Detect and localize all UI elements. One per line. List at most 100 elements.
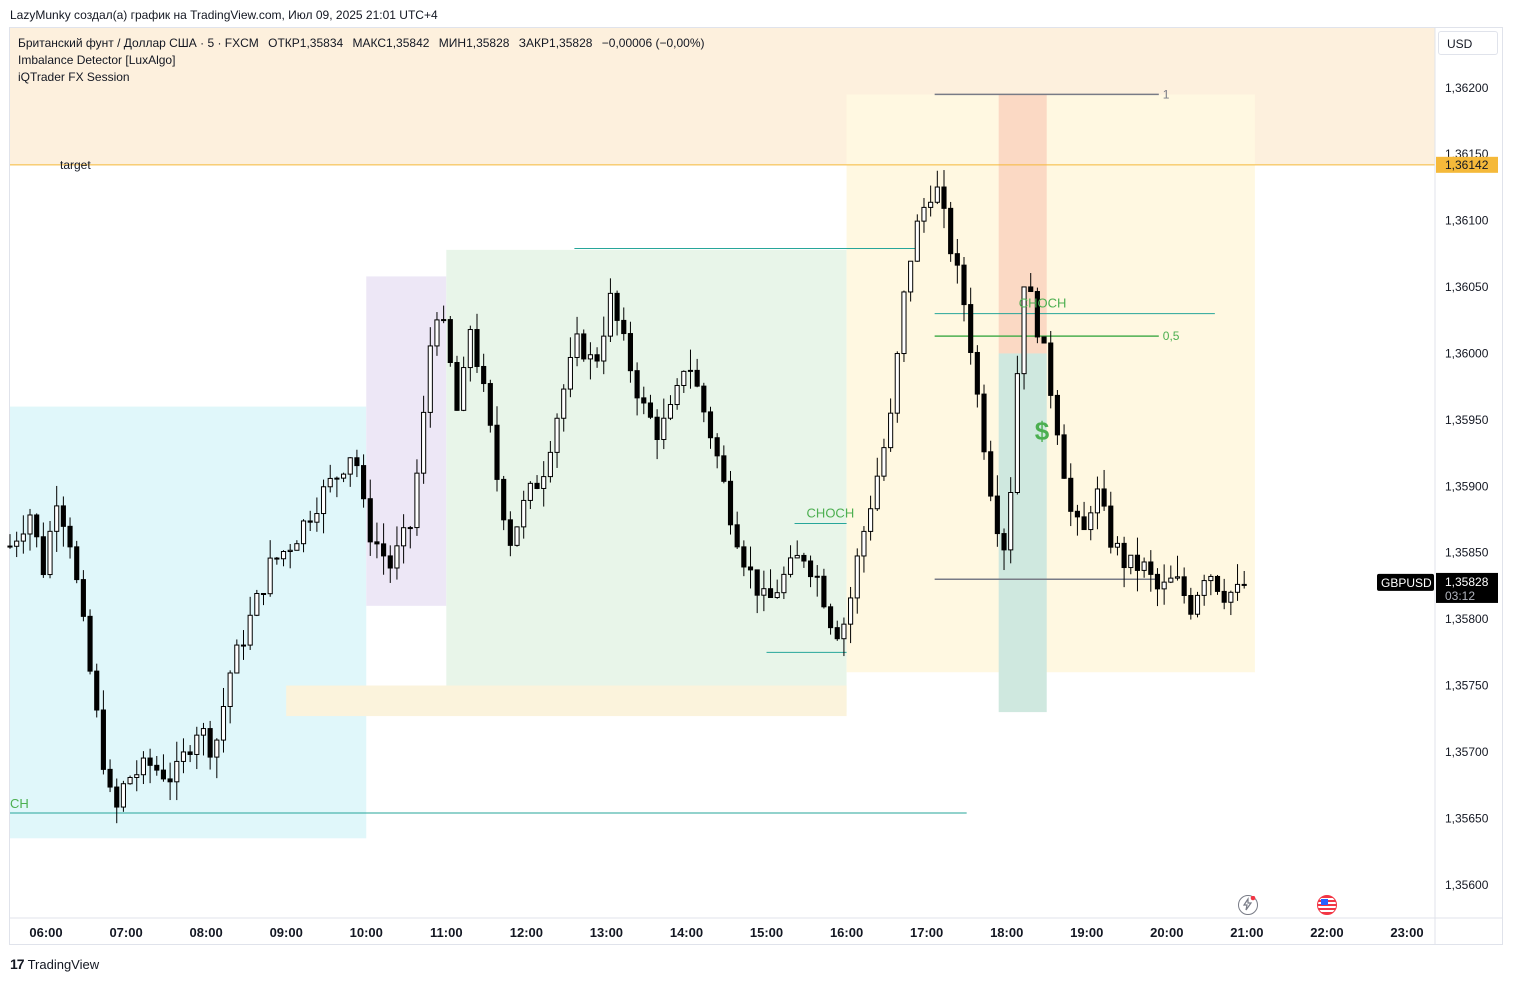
candle-76: [514, 526, 520, 547]
time-tick-3: 09:00: [270, 925, 303, 940]
time-tick-14: 20:00: [1150, 925, 1183, 940]
candle-143: [961, 256, 967, 322]
candle-body: [968, 304, 974, 353]
time-tick-0: 06:00: [29, 925, 62, 940]
candle-183: [1228, 590, 1234, 616]
candle-body: [447, 319, 453, 364]
chart-frame: [9, 27, 1503, 945]
candle-body: [354, 457, 360, 467]
candle-body: [507, 519, 513, 546]
candle-175: [1174, 555, 1181, 581]
candle-body: [654, 416, 660, 441]
candle-body: [154, 764, 160, 771]
candle-body: [1168, 577, 1174, 583]
candle-181: [1214, 574, 1221, 595]
us-flag-icon[interactable]: [1317, 895, 1337, 915]
candle-149: [1001, 528, 1007, 571]
candle-body: [807, 560, 814, 578]
candle-body: [1048, 342, 1054, 396]
candle-body: [541, 476, 547, 489]
candle-166: [1114, 536, 1121, 556]
candle-body: [854, 555, 860, 599]
price-tick-9: 1,35750: [1445, 679, 1489, 693]
candle-body: [340, 473, 347, 479]
candle-body: [1234, 583, 1241, 593]
price-tick-7: 1,35850: [1445, 546, 1489, 560]
price-tick-6: 1,35900: [1445, 479, 1489, 493]
candle-body: [501, 478, 507, 521]
candle-body: [1088, 512, 1094, 531]
candle-48: [327, 464, 333, 493]
candle-body: [381, 543, 387, 557]
candle-172: [1154, 568, 1161, 607]
candle-52: [354, 449, 360, 478]
candle-body: [387, 555, 393, 569]
candle-body: [567, 356, 573, 390]
candle-body: [527, 482, 533, 501]
candle-body: [47, 530, 53, 576]
candle-body: [487, 383, 493, 426]
candle-67: [454, 355, 460, 411]
candle-60: [407, 525, 413, 549]
candle-body: [901, 291, 907, 355]
candle-body: [707, 411, 714, 439]
candle-77: [521, 490, 527, 539]
candle-body: [234, 644, 240, 674]
candle-body: [721, 455, 727, 482]
candle-40: [274, 556, 280, 565]
time-tick-1: 07:00: [109, 925, 142, 940]
candle-body: [1154, 573, 1161, 590]
candle-body: [441, 319, 447, 322]
candle-body: [1194, 594, 1201, 615]
candle-36: [247, 596, 253, 650]
candle-152: [1021, 286, 1027, 390]
candle-6: [47, 520, 53, 579]
candle-61: [414, 459, 420, 536]
candle-body: [361, 465, 367, 500]
candle-158: [1061, 424, 1067, 479]
time-tick-9: 15:00: [750, 925, 783, 940]
candle-body: [861, 530, 867, 557]
candle-49: [334, 476, 340, 498]
candle-body: [427, 345, 433, 413]
time-tick-11: 17:00: [910, 925, 943, 940]
candle-11: [80, 570, 86, 622]
candle-0: [7, 534, 13, 549]
lightning-icon[interactable]: [1238, 895, 1258, 915]
candle-body: [741, 546, 747, 568]
candle-58: [394, 526, 400, 580]
candle-body: [180, 751, 187, 762]
currency-button[interactable]: USD: [1438, 31, 1498, 55]
legend-symbol[interactable]: Британский фунт / Доллар США · 5 · FXCM: [18, 36, 259, 50]
candle-132: [888, 398, 894, 452]
candle-118: [794, 540, 800, 559]
candle-body: [641, 397, 647, 404]
candle-body: [1148, 561, 1154, 575]
candle-body: [334, 477, 340, 480]
candle-body: [194, 734, 200, 755]
footer-brand[interactable]: 17 TradingView: [10, 956, 99, 972]
candle-body: [220, 706, 227, 741]
legend-indicator-imbalance[interactable]: Imbalance Detector [LuxAlgo]: [18, 53, 176, 67]
candle-body: [941, 186, 947, 209]
candle-body: [874, 475, 880, 510]
candle-137: [921, 197, 927, 233]
candle-body: [347, 457, 353, 475]
candle-177: [1188, 587, 1194, 620]
candle-173: [1161, 564, 1167, 605]
legend-indicator-session[interactable]: iQTrader FX Session: [18, 70, 130, 84]
candle-32: [220, 687, 227, 753]
candle-body: [814, 575, 820, 578]
symbol-tag-label: GBPUSD: [1381, 576, 1432, 590]
candle-body: [394, 545, 400, 569]
candle-123: [828, 603, 834, 635]
candle-168: [1128, 554, 1134, 575]
tradingview-logo-icon: 17: [10, 956, 25, 972]
countdown-label: 03:12: [1445, 589, 1475, 603]
candle-body: [1074, 510, 1080, 518]
candle-142: [954, 238, 960, 284]
candle-body: [761, 588, 767, 596]
candle-79: [534, 475, 540, 490]
candle-17: [120, 780, 126, 812]
